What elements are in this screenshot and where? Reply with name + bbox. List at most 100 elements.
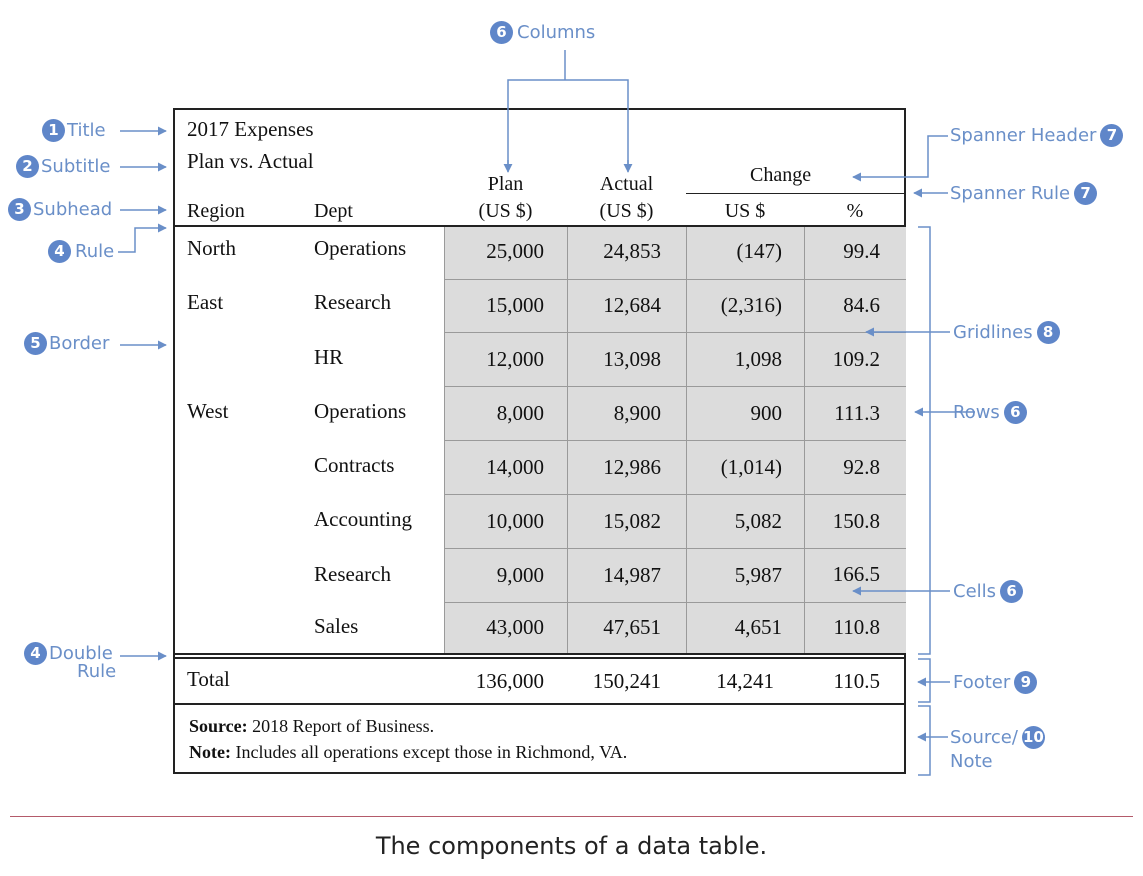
header-region: Region — [187, 200, 245, 222]
header-dept: Dept — [314, 200, 353, 222]
annotation-footer: Footer 9 — [953, 671, 1038, 694]
note-label: Note: — [189, 742, 231, 762]
cell-dept: Research — [314, 562, 391, 586]
badge-4-icon: 4 — [48, 240, 71, 263]
cell-dept: Research — [314, 290, 391, 314]
badge-3-icon: 3 — [8, 198, 31, 221]
cell-change-pct: 111.3 — [834, 401, 880, 425]
annotation-columns: 6 Columns — [490, 21, 595, 44]
spanner-rule — [686, 193, 906, 194]
cell-dept: HR — [314, 345, 344, 369]
cell-change-pct: 99.4 — [843, 239, 880, 263]
annotation-spanner-header: Spanner Header 7 — [950, 124, 1124, 147]
cell-plan: 15,000 — [486, 293, 544, 317]
cell-plan: 8,000 — [496, 401, 544, 425]
source-text: 2018 Report of Business. — [247, 716, 435, 736]
header-plan-line2: (US $) — [478, 200, 533, 222]
cell-change-usd: (2,316) — [720, 293, 782, 317]
cell-change-usd: 4,651 — [734, 615, 782, 639]
footer-change-pct: 110.5 — [833, 669, 880, 693]
cell-dept: Sales — [314, 614, 359, 638]
header-plan-line1: Plan — [487, 173, 524, 195]
cell-change-pct: 150.8 — [832, 509, 880, 533]
cell-region: North — [187, 236, 236, 260]
cell-actual: 12,986 — [603, 455, 661, 479]
cell-change-usd: (147) — [736, 239, 783, 263]
annotation-cells: Cells 6 — [953, 580, 1024, 603]
cell-plan: 25,000 — [486, 239, 544, 263]
cell-plan: 43,000 — [486, 615, 544, 639]
annotation-rule: 4 Rule — [48, 240, 114, 263]
cell-change-pct: 109.2 — [832, 347, 880, 371]
cell-plan: 12,000 — [486, 347, 544, 371]
badge-7-icon: 7 — [1074, 182, 1098, 205]
table-title: 2017 Expenses — [187, 117, 314, 141]
cell-actual: 15,082 — [603, 509, 661, 533]
note-text: Includes all operations except those in … — [230, 742, 628, 762]
cell-actual: 8,900 — [613, 401, 661, 425]
header-change-pct: % — [846, 200, 864, 222]
caption-separator — [10, 816, 1133, 817]
annotation-border: 5 Border — [24, 332, 109, 355]
cell-actual: 13,098 — [603, 347, 661, 371]
table-subtitle: Plan vs. Actual — [187, 149, 314, 173]
cell-actual: 12,684 — [603, 293, 661, 317]
annotation-double-rule: 4 Double — [24, 642, 113, 665]
cell-actual: 24,853 — [603, 239, 661, 263]
cell-region: West — [187, 399, 229, 423]
cell-dept: Contracts — [314, 453, 395, 477]
annotation-subtitle: 2 Subtitle — [16, 155, 110, 178]
source-line: Source: 2018 Report of Business. — [189, 716, 434, 737]
header-actual-line2: (US $) — [599, 200, 654, 222]
footer-change-usd: 14,241 — [716, 669, 774, 693]
double-rule-top — [173, 653, 906, 655]
note-line: Note: Includes all operations except tho… — [189, 742, 627, 763]
footer-actual: 150,241 — [592, 669, 661, 693]
footer-label: Total — [187, 667, 230, 691]
figure-caption: The components of a data table. — [375, 832, 768, 860]
annotation-title: 1 Title — [42, 119, 106, 142]
annotation-gridlines: Gridlines 8 — [953, 321, 1060, 344]
cell-change-usd: 5,082 — [734, 509, 782, 533]
badge-10-icon: 10 — [1021, 726, 1045, 749]
spanner-header: Change — [750, 164, 812, 186]
cell-dept: Operations — [314, 236, 407, 260]
cell-plan: 10,000 — [486, 509, 544, 533]
annotation-double-rule-line2: Rule — [77, 661, 117, 682]
header-actual-line1: Actual — [599, 173, 654, 195]
cell-change-usd: 5,987 — [734, 563, 782, 587]
badge-1-icon: 1 — [42, 119, 65, 142]
cell-plan: 9,000 — [496, 563, 544, 587]
cell-change-pct: 166.5 — [832, 562, 880, 586]
footer-rule — [173, 703, 906, 705]
badge-2-icon: 2 — [16, 155, 39, 178]
badge-6-icon: 6 — [490, 21, 513, 44]
badge-8-icon: 8 — [1036, 321, 1060, 344]
badge-9-icon: 9 — [1014, 671, 1038, 694]
cell-change-usd: (1,014) — [720, 455, 782, 479]
annotation-rows: Rows 6 — [953, 401, 1027, 424]
cell-actual: 47,651 — [603, 615, 661, 639]
annotation-spanner-rule: Spanner Rule 7 — [950, 182, 1098, 205]
cell-plan: 14,000 — [486, 455, 544, 479]
cell-region: East — [187, 290, 224, 314]
badge-6-icon: 6 — [1000, 580, 1024, 603]
cell-change-pct: 92.8 — [843, 455, 880, 479]
cell-change-usd: 900 — [750, 401, 783, 425]
header-rule — [173, 225, 906, 227]
footer-plan: 136,000 — [475, 669, 544, 693]
badge-5-icon: 5 — [24, 332, 47, 355]
cell-change-pct: 84.6 — [843, 293, 880, 317]
cell-dept: Accounting — [314, 507, 412, 531]
cell-actual: 14,987 — [603, 563, 661, 587]
header-change-usd: US $ — [724, 200, 766, 222]
annotation-source-note: Source/10 — [950, 726, 1045, 749]
annotation-subhead: 3 Subhead — [8, 198, 112, 221]
cell-change-usd: 1,098 — [734, 347, 782, 371]
badge-6-icon: 6 — [1003, 401, 1027, 424]
badge-4-icon: 4 — [24, 642, 47, 665]
source-label: Source: — [189, 716, 248, 736]
cell-change-pct: 110.8 — [833, 615, 880, 639]
double-rule-bottom — [173, 657, 906, 659]
